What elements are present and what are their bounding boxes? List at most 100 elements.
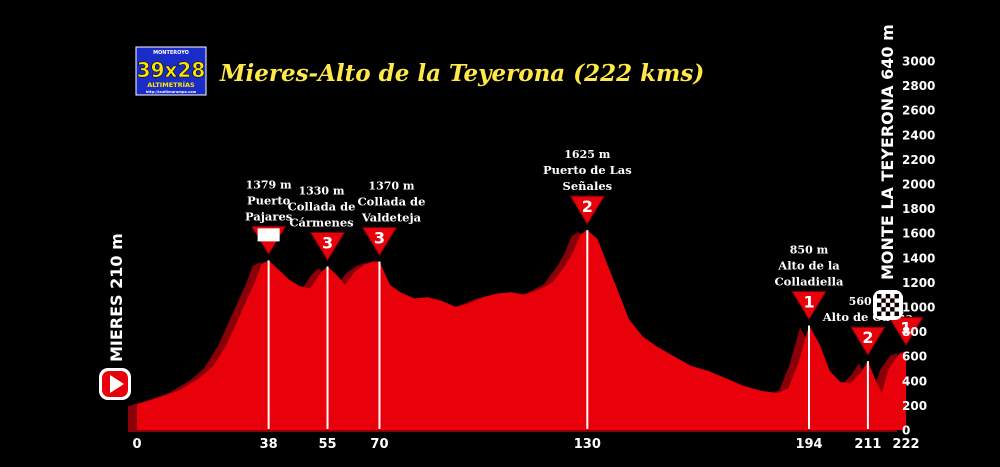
y-tick-label: 1200	[902, 276, 935, 290]
y-axis-ticks: 0 200 400 600 800 1000 1200 1400 1600 1800 2000 220…	[902, 55, 935, 438]
y-tick-label: 1600	[902, 227, 935, 241]
checker-cell	[890, 307, 895, 312]
checker-cell	[885, 307, 891, 312]
climb-name: Pajares	[245, 209, 292, 223]
checker-cell	[890, 294, 895, 299]
x-tick-label: 211	[854, 437, 881, 452]
y-tick-label: 0	[902, 424, 910, 438]
category-badge: 1	[791, 290, 827, 321]
checker-cell	[885, 298, 891, 303]
category-label: 2	[582, 197, 593, 216]
checker-cell	[881, 298, 886, 303]
x-tick-label: 55	[318, 437, 336, 452]
category-triangle	[309, 231, 346, 262]
y-tick-label: 200	[902, 399, 927, 413]
y-tick-label: 2600	[902, 104, 935, 118]
climb-labels: HC 1379 m Puerto Pajares 3 1330 m Collada de Cá…	[245, 148, 924, 357]
y-tick-label: 3000	[902, 55, 935, 69]
finish-marker	[873, 290, 903, 320]
y-tick-label: 800	[902, 325, 927, 339]
climb-name: Colladiella	[775, 274, 844, 288]
hc-box	[257, 228, 280, 242]
climb-name: Alto de la	[777, 258, 840, 272]
x-tick-label: 70	[370, 437, 388, 452]
category-badge: 1	[888, 316, 924, 347]
y-tick-label: 1400	[902, 251, 935, 265]
category-label: 1	[803, 292, 814, 311]
climb-name: Collada de	[358, 194, 426, 208]
finish-label: MONTE LA TEYERONA 640 m	[878, 24, 897, 280]
y-tick-label: 400	[902, 374, 927, 388]
checker-cell	[885, 311, 891, 316]
category-triangle	[850, 326, 886, 357]
x-tick-label: 0	[132, 437, 141, 452]
checker-cell	[894, 302, 899, 308]
checker-cell	[890, 302, 895, 308]
checker-cell	[894, 294, 899, 299]
climb-name: Puerto	[247, 193, 291, 207]
category-badge: 3	[361, 226, 398, 257]
category-badge: 2	[850, 326, 886, 357]
climb-name: Señales	[563, 179, 613, 193]
checker-cell	[894, 298, 899, 303]
checker-cell	[894, 307, 899, 312]
climb-name: Collada de	[288, 199, 356, 213]
climb-name: Puerto de Las	[543, 163, 632, 177]
category-label: 1	[900, 318, 911, 337]
checker-cell	[894, 311, 899, 316]
y-tick-label: 1000	[902, 301, 935, 315]
checker-cell	[877, 294, 882, 299]
climb-elevation: 850 m	[790, 243, 829, 256]
climb-elevation: 1625 m	[564, 148, 610, 161]
x-tick-label: 38	[260, 437, 278, 452]
category-triangle	[569, 195, 606, 226]
climb-lines	[267, 230, 869, 429]
category-label: 2	[862, 328, 873, 347]
category-triangle	[888, 316, 924, 347]
category-badge: HC	[250, 225, 287, 256]
climb-elevation: 1370 m	[368, 179, 414, 192]
logo-sub-text: ALTIMETRÍAS	[147, 80, 195, 89]
checker-cell	[881, 294, 886, 299]
x-axis-ticks: 0 38 55 70 130 194 211 222	[132, 437, 919, 452]
checker-cell	[877, 307, 882, 312]
logo-top-text: MONTEROYO	[153, 50, 189, 56]
checker-cell	[890, 311, 895, 316]
logo-url-text: http://laultimarampa.com	[146, 90, 197, 94]
x-tick-label: 194	[795, 437, 822, 452]
category-triangle	[361, 226, 398, 257]
category-triangle	[791, 290, 827, 321]
play-icon	[110, 375, 124, 393]
climb-elevation: 1379 m	[246, 178, 292, 191]
checker-cell	[881, 311, 886, 316]
y-tick-label: 1800	[902, 202, 935, 216]
start-marker	[99, 368, 131, 400]
category-label: 3	[374, 228, 385, 247]
x-tick-label: 130	[574, 437, 601, 452]
category-badge: 2	[569, 195, 606, 226]
brand-logo: MONTEROYO 39x28 ALTIMETRÍAS http://lault…	[135, 46, 207, 96]
x-tick-label: 222	[892, 437, 919, 452]
profile-area	[128, 230, 906, 432]
checker-cell	[877, 302, 882, 308]
profile-fill	[137, 230, 906, 430]
checker-cell	[890, 298, 895, 303]
category-badge: 3	[309, 231, 346, 262]
y-tick-label: 2200	[902, 153, 935, 167]
checker-cell	[885, 294, 891, 299]
climb-elevation: 1330 m	[298, 184, 344, 197]
y-tick-label: 2800	[902, 79, 935, 93]
checker-cell	[881, 302, 886, 308]
chart-title: Mieres-Alto de la Teyerona (222 kms)	[219, 60, 704, 87]
checker-cell	[877, 298, 882, 303]
checker-cell	[885, 302, 891, 308]
y-tick-label: 2400	[902, 128, 935, 142]
checker-cell	[881, 307, 886, 312]
y-tick-label: 2000	[902, 178, 935, 192]
checker-cell	[877, 311, 882, 316]
y-tick-label: 600	[902, 350, 927, 364]
start-label: MIERES 210 m	[107, 233, 126, 362]
logo-main-text: 39x28	[137, 58, 206, 82]
climb-name: Valdeteja	[361, 210, 422, 224]
